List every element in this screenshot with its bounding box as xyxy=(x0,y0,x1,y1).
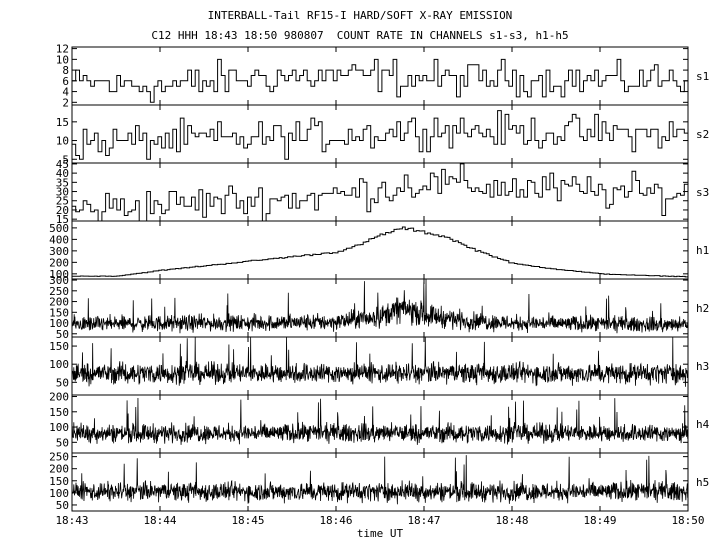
y-tick-label-s3: 45 xyxy=(56,158,69,171)
y-tick-label-h3: 50 xyxy=(56,376,69,389)
panel-label-s2: s2 xyxy=(696,128,709,141)
panel-frame-h5 xyxy=(71,452,689,512)
y-tick-label-s2: 10 xyxy=(56,135,69,148)
x-tick-label: 18:43 xyxy=(55,514,88,527)
y-tick-label-h5: 250 xyxy=(49,451,69,464)
y-tick-label-h5: 50 xyxy=(56,499,69,512)
x-tick-label: 18:49 xyxy=(583,514,616,527)
y-tick-label-h5: 100 xyxy=(49,487,69,500)
series-line-s3 xyxy=(72,163,689,222)
y-tick-label-h5: 150 xyxy=(49,475,69,488)
chart-subtitle: C12 HHH 18:43 18:50 980807 COUNT RATE IN… xyxy=(151,29,569,42)
y-tick-label-h4: 150 xyxy=(49,406,69,419)
y-tick-label-h1: 300 xyxy=(49,245,69,258)
y-tick-label-h1: 200 xyxy=(49,256,69,269)
x-tick-label: 18:46 xyxy=(319,514,352,527)
panel-label-h4: h4 xyxy=(696,418,710,431)
x-axis-label: time UT xyxy=(357,527,404,540)
x-tick-label: 18:48 xyxy=(495,514,528,527)
y-tick-label-h1: 400 xyxy=(49,233,69,246)
y-tick-label-s1: 4 xyxy=(62,86,69,99)
y-tick-label-h2: 100 xyxy=(49,317,69,330)
panel-label-h3: h3 xyxy=(696,360,709,373)
series-line-h4 xyxy=(71,397,689,445)
series-line-h1 xyxy=(72,226,689,278)
y-tick-label-s3: 30 xyxy=(56,186,69,199)
series-line-h5 xyxy=(71,455,689,505)
series-line-s1 xyxy=(72,58,688,103)
y-tick-label-s3: 35 xyxy=(56,176,69,189)
y-tick-label-h5: 200 xyxy=(49,463,69,476)
y-tick-label-h2: 50 xyxy=(56,328,69,341)
y-tick-label-h1: 500 xyxy=(49,222,69,235)
y-tick-label-h3: 100 xyxy=(49,358,69,371)
panel-label-s1: s1 xyxy=(696,70,709,83)
y-tick-label-h2: 250 xyxy=(49,285,69,298)
y-tick-label-h2: 200 xyxy=(49,296,69,309)
series-line-s2 xyxy=(72,110,689,160)
y-tick-label-s3: 15 xyxy=(56,213,69,226)
y-tick-label-h4: 50 xyxy=(56,436,69,449)
y-tick-label-s3: 40 xyxy=(56,167,69,180)
series-line-h3 xyxy=(71,336,689,387)
y-tick-label-h2: 150 xyxy=(49,306,69,319)
y-tick-label-s1: 12 xyxy=(56,43,69,56)
x-tick-label: 18:47 xyxy=(407,514,440,527)
y-tick-label-h4: 100 xyxy=(49,421,69,434)
series-line-h2 xyxy=(71,278,689,334)
panel-label-s3: s3 xyxy=(696,186,709,199)
y-tick-label-s1: 6 xyxy=(62,75,69,88)
x-tick-label: 18:44 xyxy=(143,514,176,527)
panel-frame-s1 xyxy=(71,46,689,106)
y-tick-label-s1: 10 xyxy=(56,53,69,66)
y-tick-label-h4: 200 xyxy=(49,391,69,404)
y-tick-label-s3: 25 xyxy=(56,195,69,208)
panel-label-h2: h2 xyxy=(696,302,709,315)
x-tick-label: 18:50 xyxy=(671,514,704,527)
y-tick-label-h3: 150 xyxy=(49,340,69,353)
panel-frame-h4 xyxy=(71,394,689,454)
chart-title: INTERBALL-Tail RF15-I HARD/SOFT X-RAY EM… xyxy=(207,9,513,22)
panel-label-h5: h5 xyxy=(696,476,709,489)
y-tick-label-h1: 100 xyxy=(49,268,69,281)
y-tick-label-s2: 5 xyxy=(62,153,69,166)
panel-frame-s3 xyxy=(71,162,689,222)
y-tick-label-s1: 8 xyxy=(62,64,69,77)
y-tick-label-h2: 300 xyxy=(49,274,69,287)
panel-frame-s2 xyxy=(71,104,689,164)
x-tick-label: 18:45 xyxy=(231,514,264,527)
y-tick-label-s2: 15 xyxy=(56,116,69,129)
panel-label-h1: h1 xyxy=(696,244,709,257)
y-tick-label-s1: 2 xyxy=(62,96,69,109)
y-tick-label-s3: 20 xyxy=(56,204,69,217)
